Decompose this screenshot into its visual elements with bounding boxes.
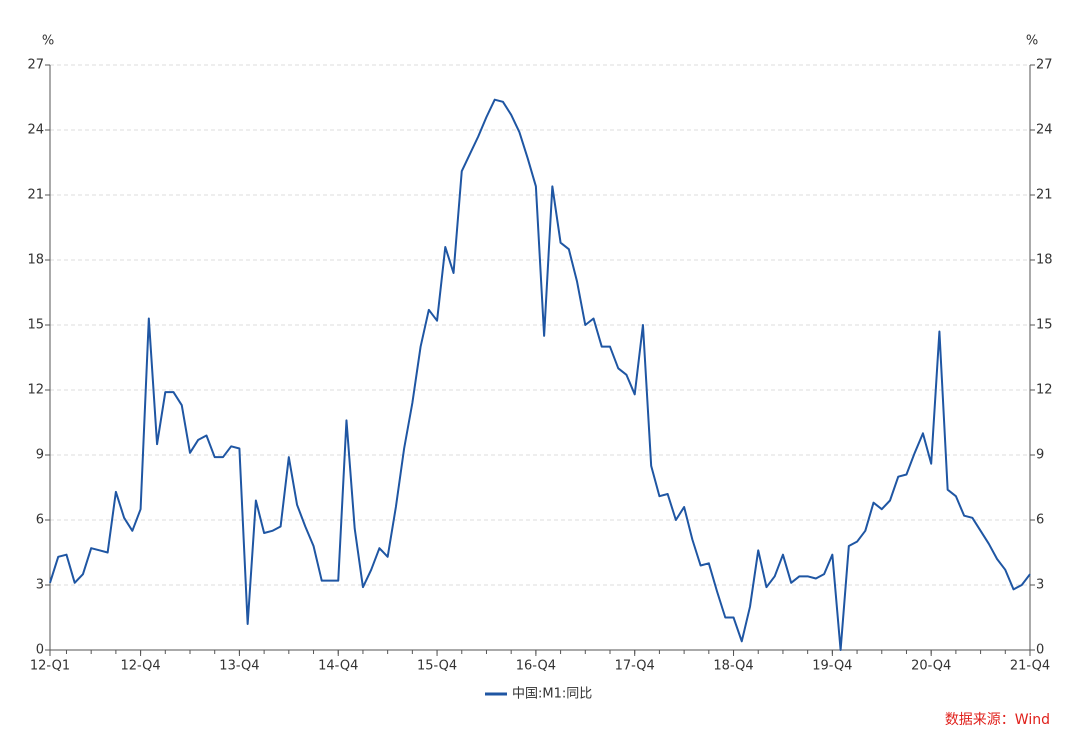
y-tick-label: 6 (36, 513, 44, 528)
y2-tick-label: 21 (1036, 188, 1053, 203)
y2-tick-label: 0 (1036, 643, 1044, 658)
y-tick-label: 9 (36, 448, 44, 463)
y2-tick-label: 6 (1036, 513, 1044, 528)
source: 数据来源：Wind (945, 712, 1050, 728)
y-tick-label: 12 (27, 383, 44, 398)
x-tick-label: 12-Q4 (120, 659, 160, 674)
x-tick-label: 14-Q4 (318, 659, 358, 674)
y-tick-label: 18 (27, 253, 44, 268)
y2-tick-label: 18 (1036, 253, 1053, 268)
y-tick-label: 27 (27, 58, 44, 73)
y2-tick-label: 3 (1036, 578, 1044, 593)
y-tick-label: 21 (27, 188, 44, 203)
x-tick-label: 20-Q4 (911, 659, 951, 674)
y2-tick-label: 15 (1036, 318, 1053, 333)
x-tick-label: 19-Q4 (812, 659, 852, 674)
legend-label: 中国:M1:同比 (512, 687, 592, 702)
y-tick-label: 15 (27, 318, 44, 333)
x-tick-label: 16-Q4 (516, 659, 556, 674)
y2-tick-label: 9 (1036, 448, 1044, 463)
y-tick-label: 24 (27, 123, 44, 138)
y2-tick-label: 24 (1036, 123, 1053, 138)
x-tick-label: 15-Q4 (417, 659, 457, 674)
y-tick-label: 0 (36, 643, 44, 658)
x-tick-label: 21-Q4 (1010, 659, 1050, 674)
y-tick-label: 3 (36, 578, 44, 593)
y2-unit: % (1026, 34, 1038, 49)
y2-tick-label: 12 (1036, 383, 1053, 398)
series-line (49, 98, 1031, 651)
y2-tick-label: 27 (1036, 58, 1053, 73)
y-unit: % (42, 34, 54, 49)
x-tick-label: 18-Q4 (713, 659, 753, 674)
x-tick-label: 13-Q4 (219, 659, 259, 674)
x-tick-label: 17-Q4 (615, 659, 655, 674)
x-tick-label: 12-Q1 (30, 659, 70, 674)
